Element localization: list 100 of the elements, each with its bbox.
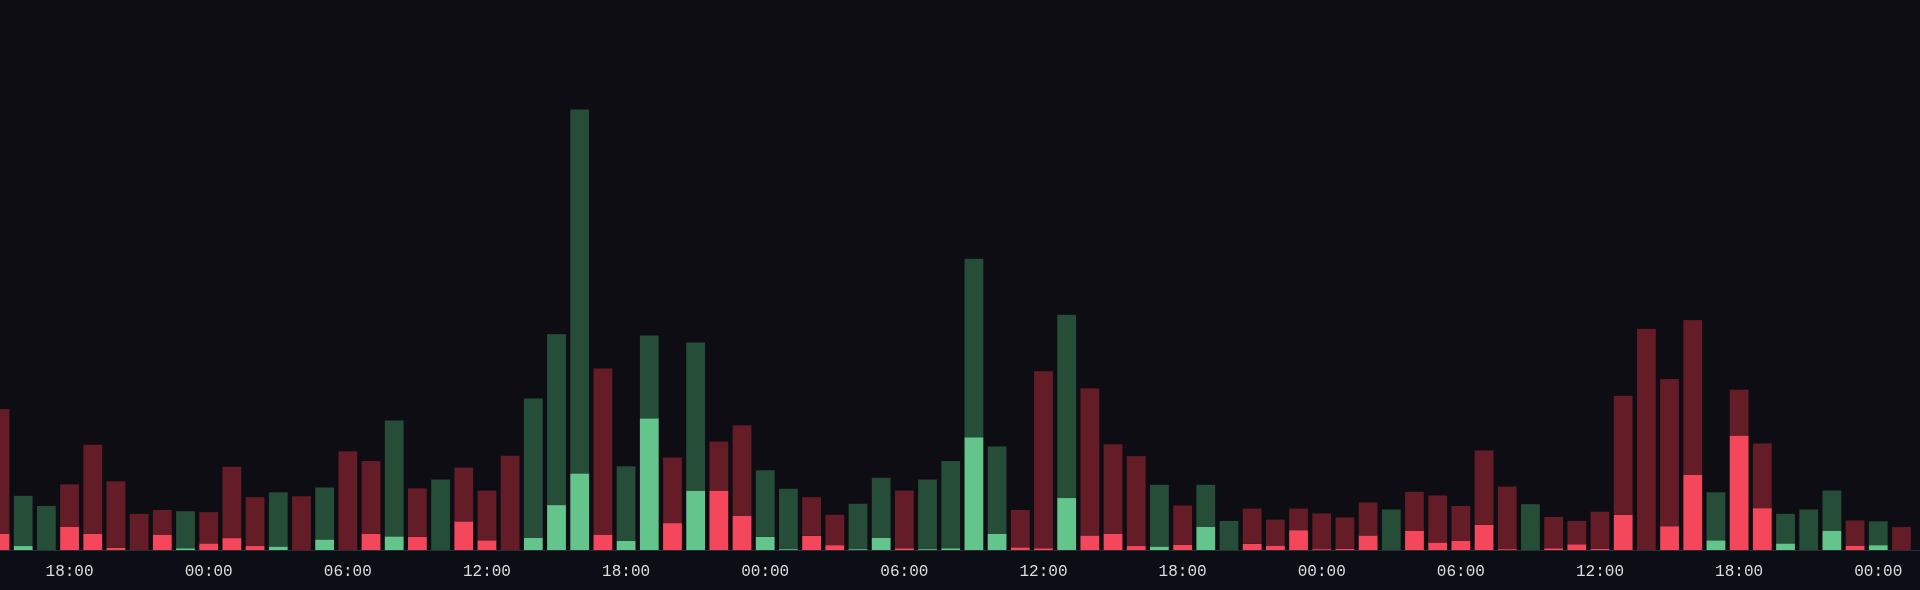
bar: [1265, 545, 1285, 550]
x-tick-label: 06:00: [1436, 563, 1485, 581]
bar: [1868, 545, 1888, 550]
bar: [1868, 521, 1888, 546]
x-tick-label: 06:00: [323, 563, 372, 581]
bar: [1150, 546, 1169, 550]
bar: [1173, 505, 1192, 545]
bar: [523, 398, 543, 538]
bar: [1660, 379, 1679, 527]
bar: [1683, 474, 1703, 550]
bar: [686, 342, 706, 491]
bar: [268, 546, 288, 550]
bar: [616, 540, 636, 550]
bar: [1497, 486, 1517, 550]
bar: [1289, 530, 1308, 550]
x-tick-label: 18:00: [45, 563, 94, 581]
bar: [1289, 508, 1308, 531]
x-tick-label: 12:00: [1575, 563, 1625, 581]
bar: [1590, 511, 1610, 549]
bar: [83, 444, 103, 534]
bar: [1822, 530, 1842, 550]
bar: [1567, 520, 1587, 545]
bar: [1335, 517, 1355, 549]
bar: [802, 497, 821, 536]
bar: [1683, 320, 1703, 475]
bar: [222, 466, 242, 539]
bar: [1451, 505, 1471, 541]
bar: [152, 534, 172, 550]
bar: [1660, 526, 1679, 550]
bar: [523, 537, 543, 550]
bar: [547, 505, 566, 550]
bar: [1706, 540, 1726, 550]
bar: [1196, 526, 1216, 550]
bar: [871, 537, 891, 550]
bar: [408, 488, 427, 537]
bar: [454, 521, 474, 550]
x-tick-label: 00:00: [184, 563, 233, 581]
bar: [663, 523, 682, 550]
bar: [1358, 502, 1378, 536]
bar: [268, 492, 288, 547]
x-tick-label: 18:00: [602, 563, 651, 581]
bar: [1405, 530, 1424, 550]
x-tick-label: 12:00: [1019, 563, 1068, 581]
bar: [431, 479, 450, 550]
x-tick-label: 06:00: [880, 563, 929, 581]
bar: [60, 484, 79, 527]
bar: [1126, 546, 1146, 550]
bar: [1381, 509, 1401, 550]
bar: [663, 457, 682, 524]
bar: [871, 477, 891, 538]
bar: [1892, 527, 1911, 550]
bar: [1428, 495, 1448, 543]
x-tick-label: 00:00: [1854, 563, 1903, 581]
x-tick-label: 18:00: [1158, 563, 1207, 581]
bar: [1103, 533, 1123, 550]
bar: [13, 546, 33, 550]
bar: [1776, 513, 1795, 544]
x-tick-label: 00:00: [741, 563, 790, 581]
bar: [709, 490, 729, 550]
bar: [639, 418, 659, 550]
bar: [361, 533, 381, 550]
bar: [1358, 535, 1378, 550]
bar: [825, 545, 845, 550]
bar: [315, 539, 335, 550]
bar: [106, 481, 126, 548]
bar: [1080, 388, 1100, 536]
bar: [338, 451, 358, 550]
bar: [500, 455, 520, 550]
bar: [1636, 328, 1656, 550]
bar: [1706, 492, 1726, 541]
bar: [570, 109, 590, 474]
bar: [1010, 547, 1030, 550]
bar: [292, 496, 311, 550]
bar: [1544, 516, 1564, 549]
bar: [709, 441, 729, 491]
bar: [384, 420, 404, 537]
bar: [918, 479, 937, 550]
bar: [13, 495, 33, 547]
x-tick-label: 12:00: [462, 563, 511, 581]
bar: [1845, 520, 1865, 546]
bar: [1312, 513, 1332, 550]
bar: [1103, 444, 1123, 534]
bar: [199, 512, 219, 544]
bar: [36, 505, 56, 550]
bar: [1219, 520, 1239, 550]
bar: [593, 534, 613, 550]
bar: [1567, 544, 1587, 550]
bar: [152, 509, 172, 535]
bar: [1776, 543, 1795, 550]
bar: [1242, 508, 1262, 544]
bar: [1752, 508, 1772, 550]
bar: [1150, 484, 1169, 547]
bar: [639, 335, 659, 419]
bar: [987, 446, 1007, 534]
bar: [454, 467, 474, 522]
bar: [1057, 498, 1077, 550]
bar: [1451, 540, 1471, 550]
bar: [1173, 544, 1192, 550]
bar: [987, 533, 1007, 550]
bar: [802, 535, 821, 550]
